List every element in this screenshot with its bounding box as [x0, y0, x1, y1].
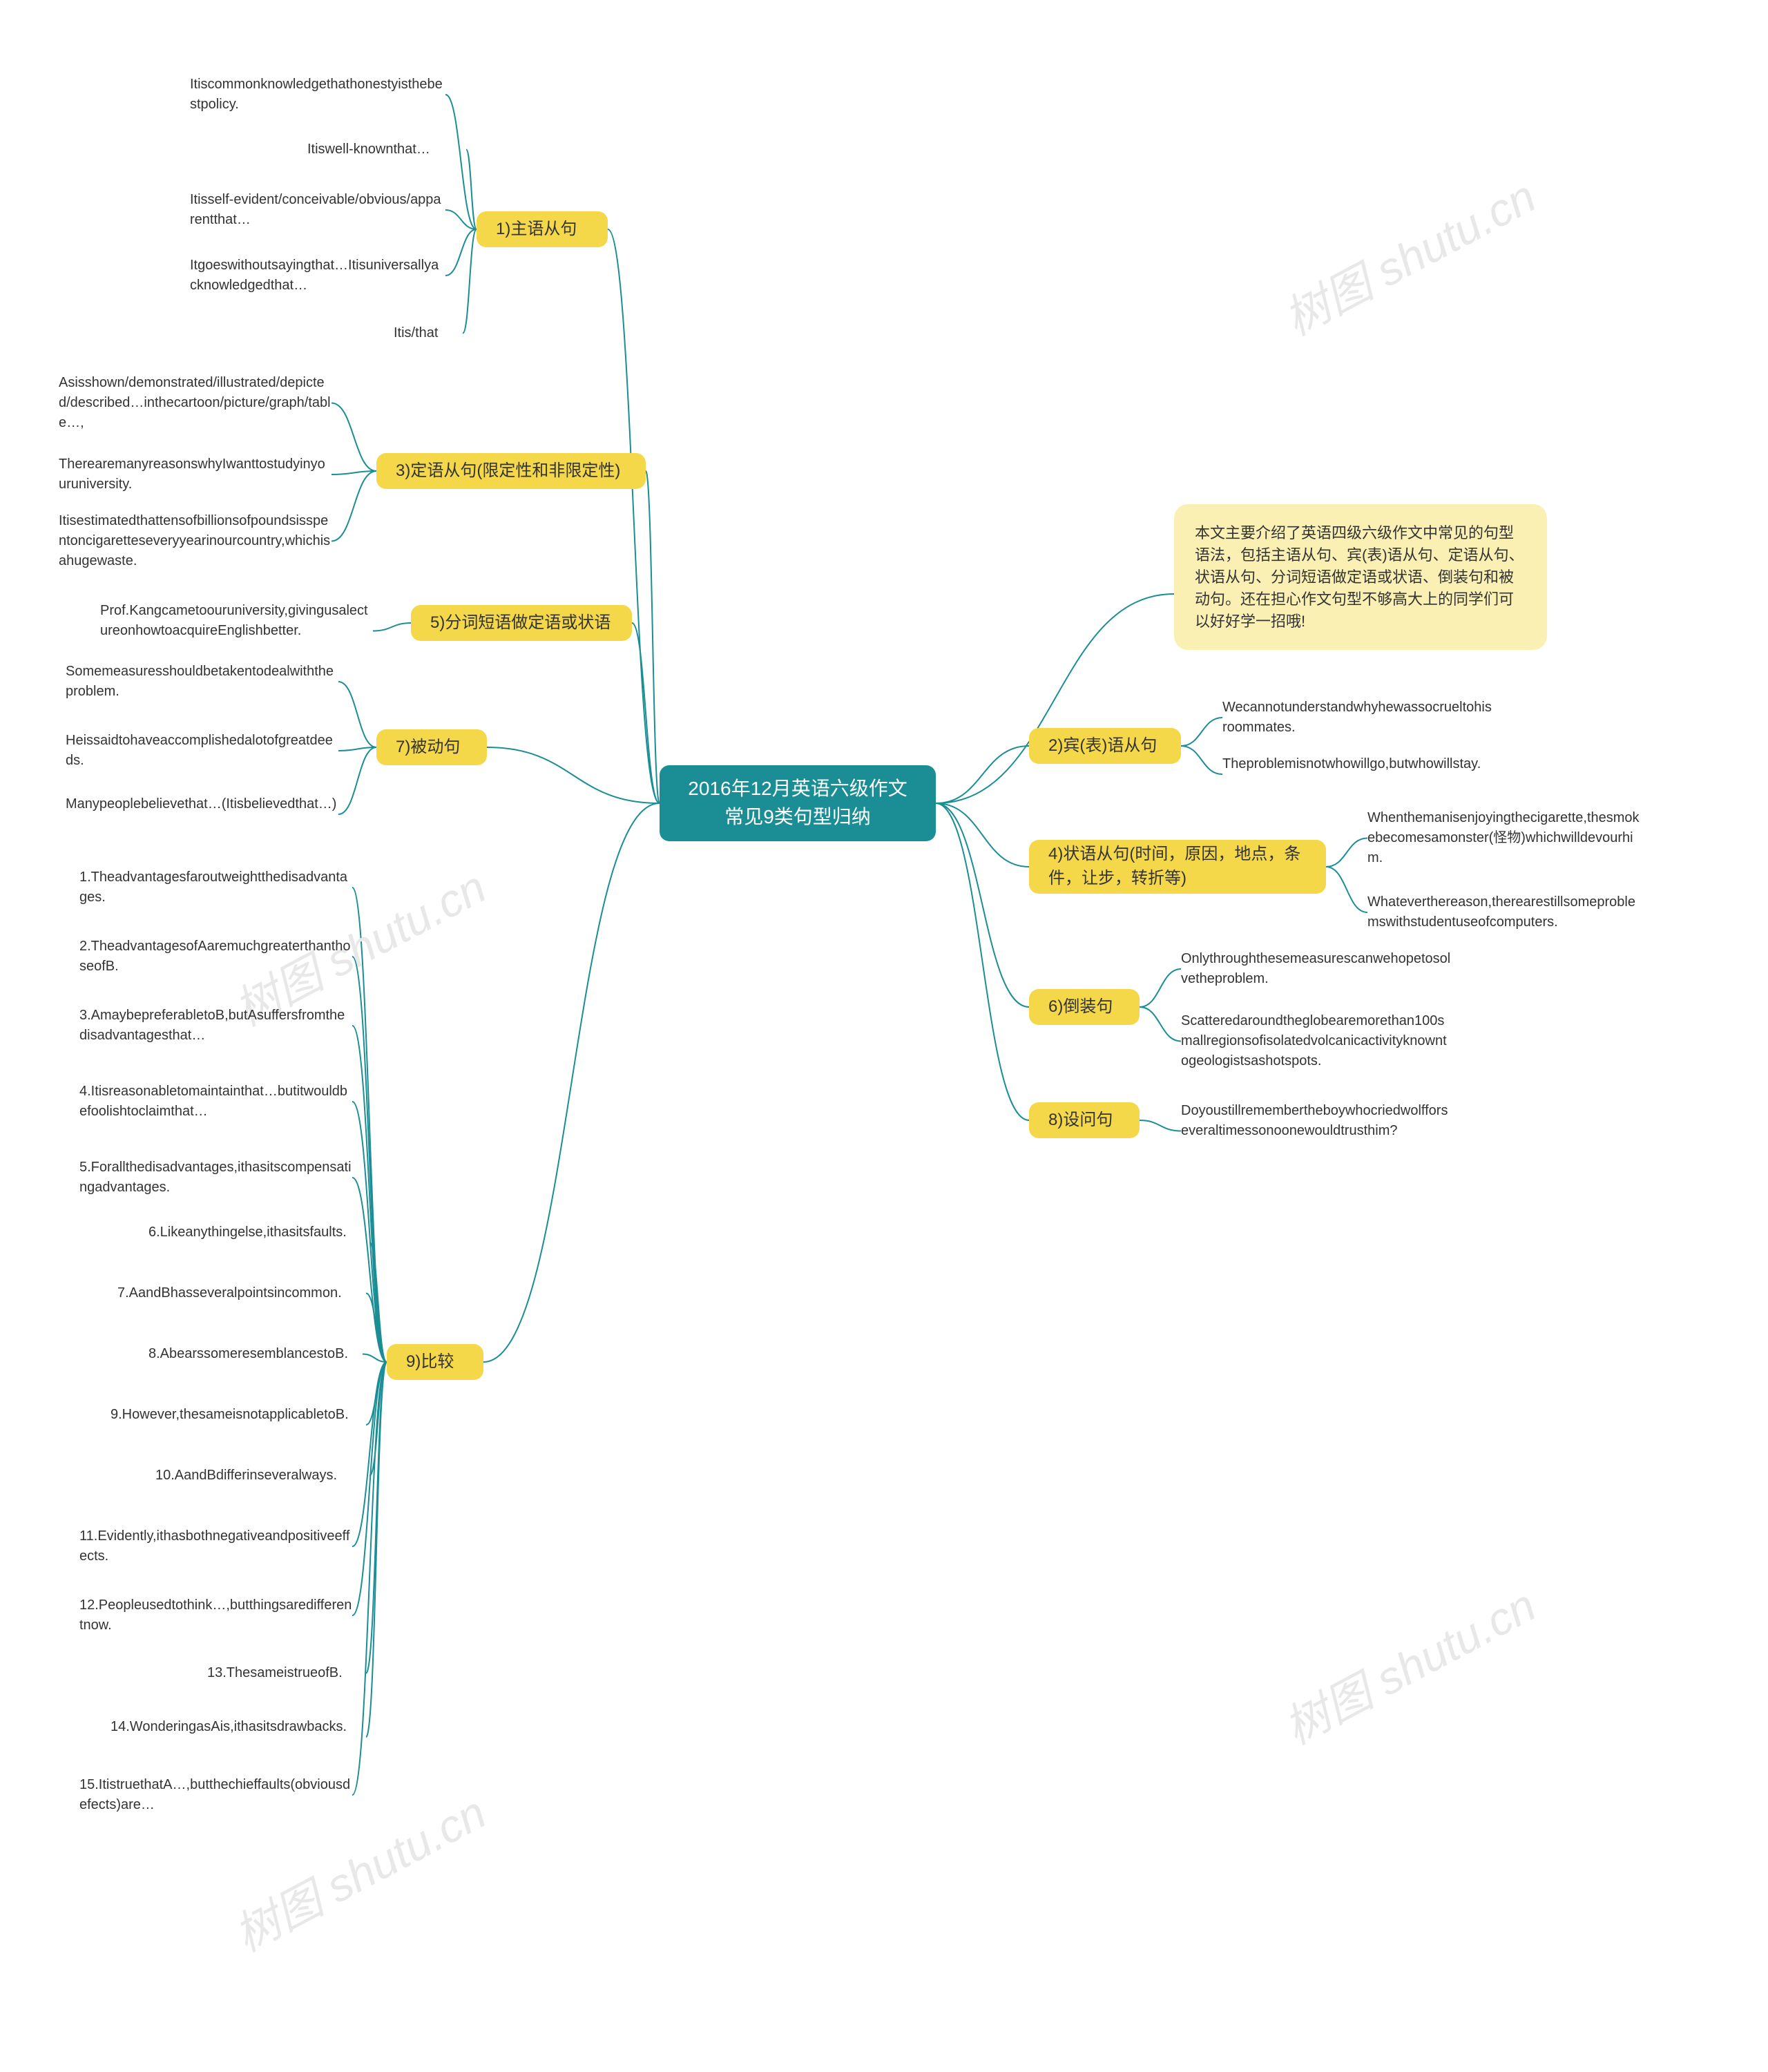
leaf-b9-0: 1.Theadvantagesfaroutweightthedisadvanta…: [79, 867, 352, 908]
mindmap-stage: 树图 shutu.cn树图 shutu.cn树图 shutu.cn树图 shut…: [0, 0, 1768, 2072]
leaf-b9-4: 5.Forallthedisadvantages,ithasitscompens…: [79, 1158, 352, 1198]
topic-b8[interactable]: 8)设问句: [1029, 1102, 1140, 1138]
leaf-b9-5: 6.Likeanythingelse,ithasitsfaults.: [148, 1222, 369, 1243]
leaf-b9-8: 9.However,thesameisnotapplicabletoB.: [110, 1405, 366, 1425]
topic-b9[interactable]: 9)比较: [387, 1344, 483, 1380]
leaf-b6-1: Scatteredaroundtheglobearemorethan100sma…: [1181, 1011, 1454, 1071]
topic-b1[interactable]: 1)主语从句: [477, 211, 608, 247]
topic-b4[interactable]: 4)状语从句(时间，原因，地点，条件，让步，转折等): [1029, 840, 1326, 894]
watermark: 树图 shutu.cn: [1271, 1569, 1546, 1757]
leaf-b2-0: Wecannotunderstandwhyhewassocrueltohisro…: [1222, 698, 1495, 738]
leaf-b3-0: Asisshown/demonstrated/illustrated/depic…: [59, 373, 332, 433]
leaf-b9-11: 12.Peopleusedtothink…,butthingsarediffer…: [79, 1595, 352, 1635]
description-box: 本文主要介绍了英语四级六级作文中常见的句型语法，包括主语从句、宾(表)语从句、定…: [1174, 504, 1547, 650]
topic-b5[interactable]: 5)分词短语做定语或状语: [411, 605, 632, 641]
leaf-b9-2: 3.AmaybepreferabletoB,butAsuffersfromthe…: [79, 1006, 352, 1046]
leaf-b1-0: Itiscommonknowledgethathonestyisthebestp…: [190, 75, 445, 115]
leaf-b9-14: 15.ItistruethatA…,butthechieffaults(obvi…: [79, 1775, 352, 1815]
watermark: 树图 shutu.cn: [1271, 160, 1546, 348]
topic-b2[interactable]: 2)宾(表)语从句: [1029, 728, 1181, 764]
leaf-b1-3: Itgoeswithoutsayingthat…Itisuniversallya…: [190, 256, 445, 296]
leaf-b9-13: 14.WonderingasAis,ithasitsdrawbacks.: [110, 1717, 366, 1737]
leaf-b9-9: 10.AandBdifferinseveralways.: [155, 1466, 369, 1486]
leaf-b7-2: Manypeoplebelievethat…(Itisbelievedthat……: [66, 794, 338, 814]
leaf-b1-2: Itisself-evident/conceivable/obvious/app…: [190, 190, 445, 230]
leaf-b9-7: 8.AbearssomeresemblancestoB.: [148, 1344, 363, 1364]
leaf-b6-0: Onlythroughthesemeasurescanwehopetosolve…: [1181, 949, 1454, 989]
leaf-b9-3: 4.Itisreasonabletomaintainthat…butitwoul…: [79, 1082, 352, 1122]
leaf-b9-1: 2.TheadvantagesofAaremuchgreaterthanthos…: [79, 937, 352, 977]
leaf-b5-0: Prof.Kangcametoouruniversity,givingusale…: [100, 601, 373, 641]
leaf-b7-1: Heissaidtohaveaccomplishedalotofgreatdee…: [66, 731, 338, 771]
topic-b3[interactable]: 3)定语从句(限定性和非限定性): [376, 453, 646, 489]
center-node[interactable]: 2016年12月英语六级作文常见9类句型归纳: [660, 765, 936, 841]
topic-b7[interactable]: 7)被动句: [376, 729, 487, 765]
topic-b6[interactable]: 6)倒装句: [1029, 989, 1140, 1025]
leaf-b3-1: TherearemanyreasonswhyIwanttostudyinyour…: [59, 454, 332, 495]
leaf-b4-0: Whenthemanisenjoyingthecigarette,thesmok…: [1367, 808, 1640, 868]
leaf-b9-6: 7.AandBhasseveralpointsincommon.: [117, 1283, 366, 1303]
leaf-b8-0: Doyoustillremembertheboywhocriedwolffors…: [1181, 1101, 1454, 1141]
leaf-b3-2: Itisestimatedthattensofbillionsofpoundsi…: [59, 511, 332, 571]
leaf-b1-1: Itiswell-knownthat…: [307, 140, 466, 160]
leaf-b4-1: Whateverthereason,therearestillsomeprobl…: [1367, 892, 1640, 932]
leaf-b7-0: Somemeasuresshouldbetakentodealwiththepr…: [66, 662, 338, 702]
leaf-b9-10: 11.Evidently,ithasbothnegativeandpositiv…: [79, 1526, 352, 1566]
leaf-b1-4: Itis/that: [394, 323, 463, 343]
leaf-b9-12: 13.ThesameistrueofB.: [207, 1663, 366, 1683]
leaf-b2-1: Theproblemisnotwhowillgo,butwhowillstay.: [1222, 754, 1495, 774]
